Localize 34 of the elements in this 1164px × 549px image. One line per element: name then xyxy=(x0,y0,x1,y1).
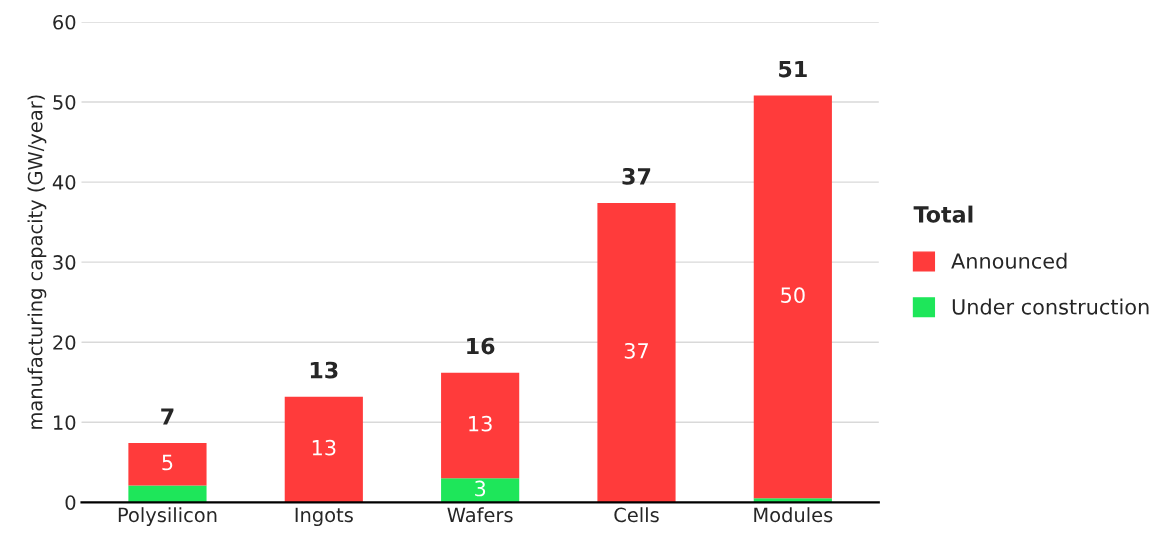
x-tick-label: Cells xyxy=(614,507,659,523)
y-tick-label: 20 xyxy=(53,335,76,350)
legend-label: Under construction xyxy=(952,298,1149,315)
bar xyxy=(597,202,676,503)
y-tick-label: 0 xyxy=(65,495,76,510)
y-tick-label: 60 xyxy=(53,14,76,30)
data-label: 13 xyxy=(312,439,336,456)
total-label: 51 xyxy=(779,60,807,78)
legend-title: Total xyxy=(913,205,973,223)
x-tick-label: Polysilicon xyxy=(118,507,217,527)
bar xyxy=(441,478,520,503)
total-label: 13 xyxy=(310,361,338,379)
bar xyxy=(441,372,520,479)
data-label: 3 xyxy=(475,480,486,497)
data-label: 50 xyxy=(781,287,805,304)
bar xyxy=(128,485,207,503)
total-label: 16 xyxy=(467,337,495,355)
x-tick-label: Ingots xyxy=(295,507,353,527)
y-tick-label: 30 xyxy=(53,255,76,270)
legend-label: Announced xyxy=(951,252,1067,269)
x-tick-label: Modules xyxy=(754,507,833,523)
y-axis-title: manufacturing capacity (GW/year) xyxy=(27,95,47,429)
bar xyxy=(128,443,207,486)
y-tick-label: 10 xyxy=(54,415,76,430)
bar xyxy=(753,95,832,499)
data-label: 5 xyxy=(162,454,173,471)
data-label: 37 xyxy=(624,342,648,359)
total-label: 7 xyxy=(161,408,174,425)
bar xyxy=(284,396,363,503)
total-label: 37 xyxy=(622,167,651,185)
y-tick-label: 40 xyxy=(52,175,76,190)
data-label: 13 xyxy=(469,415,492,432)
x-tick-label: Wafers xyxy=(447,507,513,523)
y-tick-label: 50 xyxy=(53,94,76,110)
